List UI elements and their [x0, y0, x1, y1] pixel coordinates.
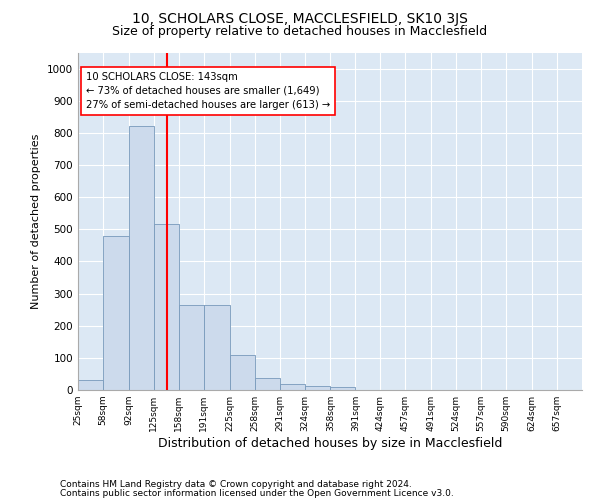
- Y-axis label: Number of detached properties: Number of detached properties: [31, 134, 41, 309]
- Bar: [280, 384, 305, 390]
- Text: Contains HM Land Registry data © Crown copyright and database right 2024.: Contains HM Land Registry data © Crown c…: [60, 480, 412, 489]
- Bar: [154, 224, 179, 390]
- Bar: [103, 236, 129, 390]
- Bar: [254, 378, 280, 390]
- X-axis label: Distribution of detached houses by size in Macclesfield: Distribution of detached houses by size …: [158, 437, 502, 450]
- Bar: [78, 380, 103, 390]
- Bar: [331, 387, 355, 390]
- Text: 10 SCHOLARS CLOSE: 143sqm
← 73% of detached houses are smaller (1,649)
27% of se: 10 SCHOLARS CLOSE: 143sqm ← 73% of detac…: [86, 72, 330, 110]
- Bar: [204, 305, 230, 390]
- Text: Size of property relative to detached houses in Macclesfield: Size of property relative to detached ho…: [112, 25, 488, 38]
- Bar: [179, 305, 204, 390]
- Bar: [230, 354, 254, 390]
- Bar: [305, 386, 331, 390]
- Text: 10, SCHOLARS CLOSE, MACCLESFIELD, SK10 3JS: 10, SCHOLARS CLOSE, MACCLESFIELD, SK10 3…: [132, 12, 468, 26]
- Text: Contains public sector information licensed under the Open Government Licence v3: Contains public sector information licen…: [60, 488, 454, 498]
- Bar: [129, 126, 154, 390]
